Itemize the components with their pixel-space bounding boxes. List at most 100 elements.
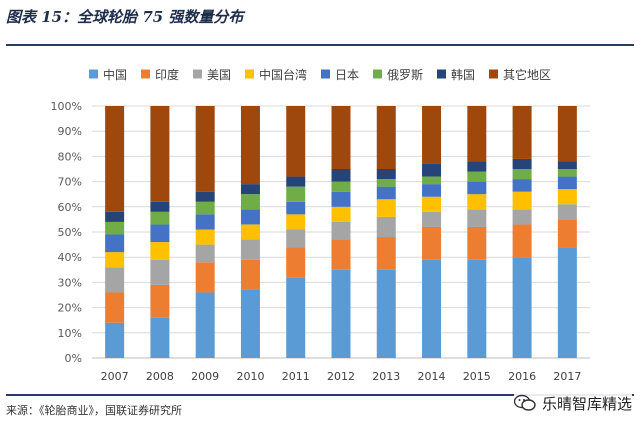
bar-segment (467, 171, 487, 182)
bar-segment (150, 106, 170, 202)
bar-segment (331, 221, 351, 240)
title-rule (6, 44, 634, 46)
x-tick-label: 2013 (372, 370, 400, 383)
bar-segment (512, 191, 532, 210)
x-tick-label: 2014 (418, 370, 446, 383)
legend-swatch (321, 69, 330, 79)
bar-segment (376, 269, 396, 358)
bar-segment (240, 194, 260, 210)
bar-segment (286, 247, 306, 278)
x-tick-label: 2009 (191, 370, 219, 383)
bar-segment (195, 292, 215, 358)
bar-segment (105, 234, 125, 253)
legend-label: 中国台湾 (259, 67, 307, 82)
bar-segment (376, 216, 396, 238)
y-tick-label: 60% (58, 201, 82, 214)
bar-segment (195, 106, 215, 192)
bar-segment (512, 209, 532, 225)
x-tick-label: 2010 (236, 370, 264, 383)
bar-segment (105, 106, 125, 212)
legend-swatch (373, 69, 382, 79)
bar-segment (286, 214, 306, 230)
bar-segment (331, 106, 351, 169)
bar-segment (512, 257, 532, 358)
bar-segment (240, 224, 260, 240)
bar-segment (512, 179, 532, 192)
bar-segment (557, 161, 577, 169)
legend-swatch (141, 69, 150, 79)
bar-segment (150, 284, 170, 318)
bar-segment (195, 201, 215, 215)
legend-label: 其它地区 (503, 67, 551, 82)
bar-segment (422, 106, 442, 164)
bar-segment (195, 191, 215, 202)
x-tick-label: 2008 (146, 370, 174, 383)
bar-segment (467, 106, 487, 162)
bar-segment (105, 211, 125, 222)
bar-segment (195, 229, 215, 245)
bar-segment (240, 259, 260, 290)
chart-legend: 中国 印度 美国 中国台湾 日本 俄罗斯 韩国 其它地区 (89, 67, 551, 82)
legend-label: 日本 (335, 68, 359, 82)
bar-segment (557, 176, 577, 190)
bar-segment (105, 267, 125, 293)
y-tick-label: 80% (58, 150, 82, 163)
x-tick-label: 2016 (508, 370, 536, 383)
bar-segment (376, 199, 396, 217)
bar-segment (331, 269, 351, 358)
y-tick-label: 70% (58, 176, 82, 189)
bar-segment (240, 106, 260, 185)
y-tick-label: 90% (58, 125, 82, 138)
bar-segment (557, 247, 577, 358)
figure-title: 图表 15：全球轮胎 75 强数量分布 (6, 8, 244, 26)
bar-segment (105, 221, 125, 235)
bar-segment (150, 201, 170, 212)
legend-label: 美国 (207, 68, 231, 82)
bar-segment (422, 163, 442, 177)
bar-segment (376, 106, 396, 169)
legend-swatch (245, 69, 254, 79)
bar-segment (467, 181, 487, 195)
bar-segment (286, 186, 306, 202)
legend-label: 韩国 (451, 67, 475, 82)
bar-segment (422, 176, 442, 185)
legend-label: 俄罗斯 (387, 68, 423, 82)
legend-swatch (489, 69, 498, 79)
bar-segment (422, 211, 442, 227)
legend-label: 印度 (155, 67, 179, 82)
bar-segment (331, 181, 351, 192)
bar-segment (467, 259, 487, 358)
y-tick-label: 0% (65, 352, 82, 365)
x-axis: 2007 2008 2009 2010 2011 2012 2013 2014 2015 2016… (101, 370, 582, 383)
y-tick-label: 100% (51, 100, 82, 113)
bar-segment (557, 169, 577, 177)
bar-segment (512, 106, 532, 159)
watermark: 乐晴智库精选 (513, 390, 632, 416)
x-tick-label: 2007 (101, 370, 129, 383)
bar-segment (331, 206, 351, 222)
bar-segment (150, 259, 170, 285)
bar-segment (467, 209, 487, 227)
source-note: 来源：《轮胎商业》，国联证券研究所 (6, 404, 182, 417)
bar-segment (331, 239, 351, 270)
bar-segment (105, 292, 125, 323)
bar-segment (105, 252, 125, 268)
bar-segment (240, 289, 260, 358)
bar-segment (195, 214, 215, 230)
bar-segment (150, 317, 170, 358)
y-axis: 0% 10% 20% 30% 40% 50% 60% 70% 80% 90% 100% (51, 100, 82, 365)
bar-segment (331, 191, 351, 207)
bar-segment (240, 239, 260, 260)
y-tick-label: 20% (58, 302, 82, 315)
bar-segment (557, 204, 577, 220)
bar-segment (376, 186, 396, 200)
bar-segment (150, 211, 170, 225)
legend-swatch (193, 69, 202, 79)
bar-segment (467, 161, 487, 172)
bar-segment (557, 219, 577, 248)
x-tick-label: 2015 (463, 370, 491, 383)
y-tick-label: 10% (58, 327, 82, 340)
bar-segment (422, 226, 442, 260)
bar-segment (467, 226, 487, 260)
